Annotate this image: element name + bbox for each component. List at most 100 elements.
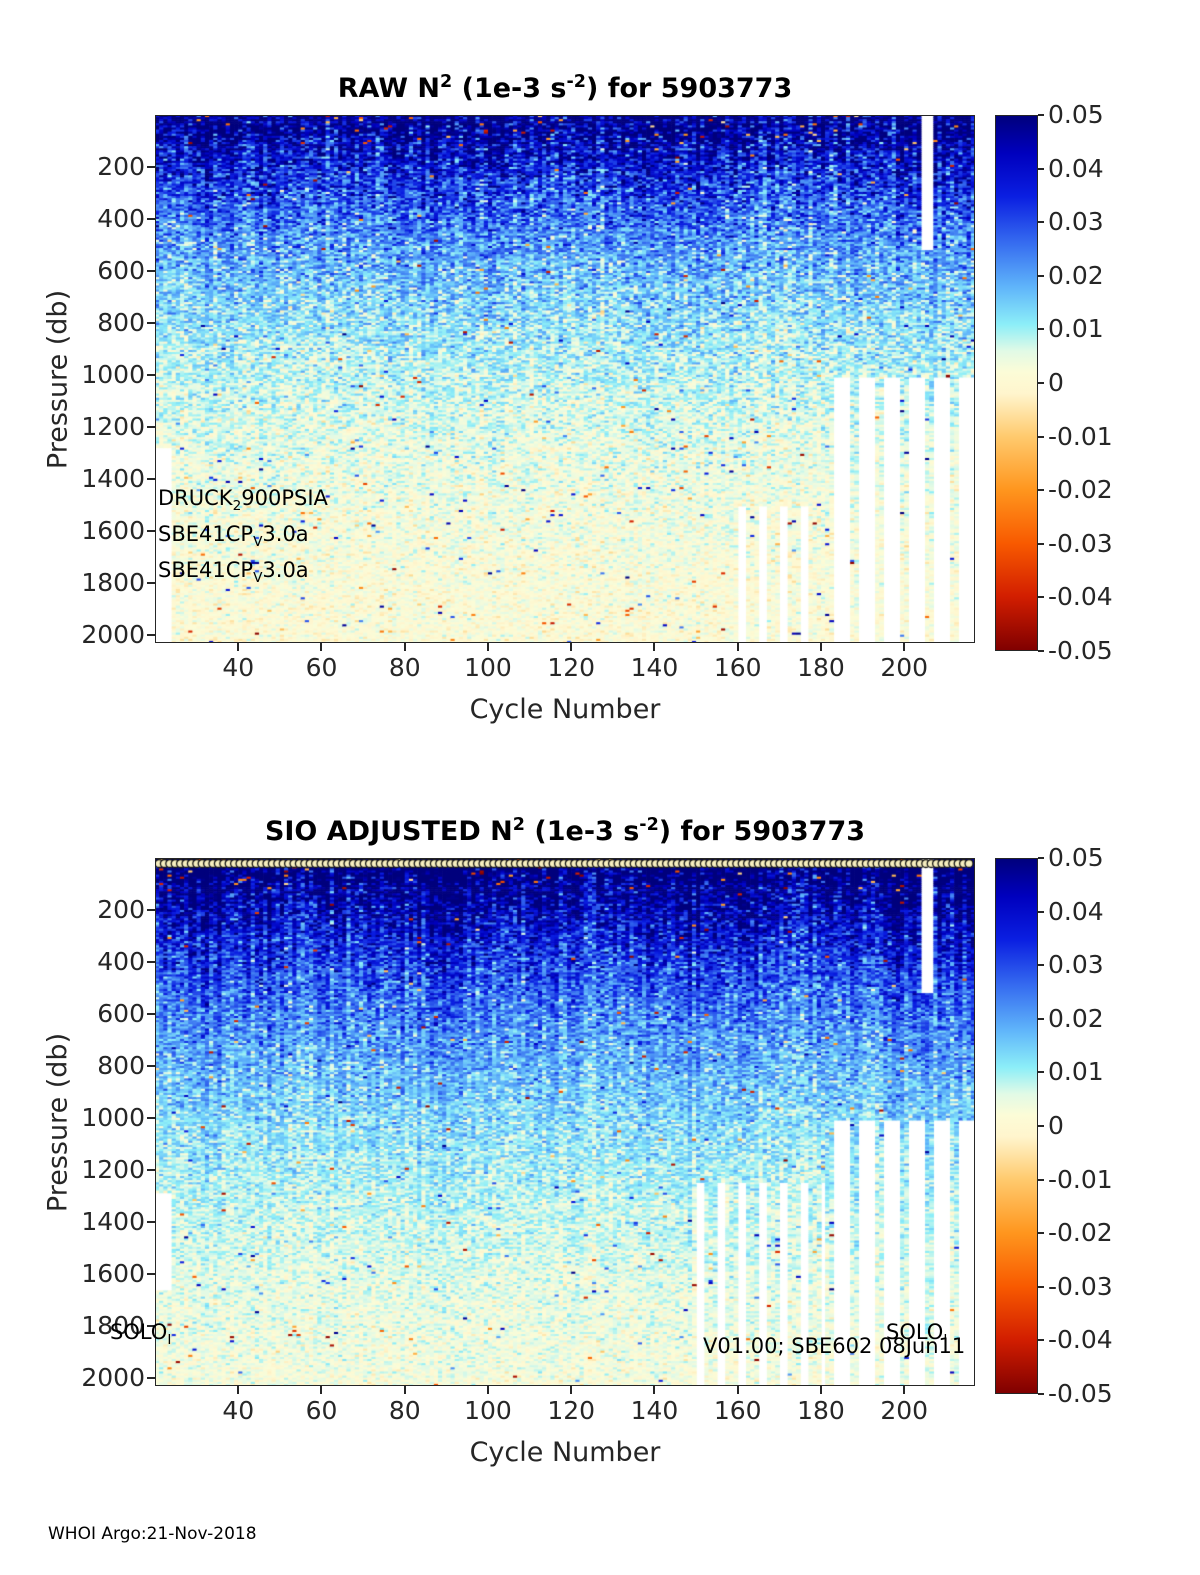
colorbar-tick-mark [1038, 1017, 1044, 1020]
x-tick-label: 40 [222, 653, 255, 682]
x-tick-mark [486, 643, 489, 651]
x-tick-mark [486, 1386, 489, 1394]
y-tick-mark [147, 374, 155, 377]
y-tick-label: 200 [97, 895, 145, 925]
y-tick-label: 1000 [81, 360, 145, 390]
x-tick-mark [903, 1386, 906, 1394]
colorbar-tick-label: 0 [1048, 368, 1064, 397]
colorbar-tick-mark [1038, 964, 1044, 967]
y-tick-mark [147, 634, 155, 637]
colorbar-tick-label: -0.03 [1048, 528, 1113, 558]
x-tick-mark [819, 1386, 822, 1394]
colorbar-tick-label: -0.02 [1048, 475, 1113, 505]
y-tick-mark [147, 1325, 155, 1328]
y-tick-label: 1400 [81, 464, 145, 494]
title-part: -2 [566, 72, 586, 92]
x-tick-mark [736, 1386, 739, 1394]
y-tick-mark [147, 1169, 155, 1172]
colorbar-tick-mark [1038, 435, 1044, 438]
colorbar-tick-mark [1038, 489, 1044, 492]
colorbar-tick-label: 0.04 [1048, 153, 1104, 183]
y-tick-label: 400 [97, 947, 145, 977]
y-tick-label: 400 [97, 204, 145, 234]
x-tick-label: 80 [388, 1396, 421, 1425]
title-part: ) for 5903773 [586, 73, 793, 104]
colorbar-tick-label: -0.01 [1048, 421, 1113, 451]
colorbar-tick-label: 0.04 [1048, 896, 1104, 926]
x-tick-label: 120 [547, 653, 596, 682]
colorbar-tick-mark [1038, 650, 1044, 652]
title-part: RAW N [337, 73, 440, 104]
title-part: ) for 5903773 [658, 816, 866, 847]
colorbar-tick-label: -0.01 [1048, 1164, 1113, 1194]
y-tick-mark [147, 1273, 155, 1276]
y-tick-label: 2000 [81, 620, 145, 650]
x-tick-mark [653, 1386, 656, 1394]
x-tick-label: 200 [880, 653, 929, 682]
y-tick-mark [147, 322, 155, 325]
colorbar-tick-label: 0.01 [1048, 1057, 1104, 1087]
x-tick-label: 140 [630, 653, 679, 682]
x-tick-label: 180 [797, 653, 845, 682]
y-tick-label: 600 [97, 999, 145, 1029]
annotation-subscript: V [253, 534, 263, 551]
colorbar-tick-mark [1038, 382, 1044, 384]
colorbar-tick-mark [1038, 542, 1044, 545]
x-tick-label: 160 [713, 653, 762, 682]
plot-annotation: SBE41CPV3.0a [158, 522, 309, 551]
colorbar-tick-label: -0.05 [1048, 636, 1113, 665]
y-tick-label: 1600 [81, 516, 145, 546]
y-tick-label: 1600 [81, 1259, 145, 1289]
footer-date-stamp: WHOI Argo:21-Nov-2018 [48, 1524, 257, 1544]
plot-annotation: DRUCK2900PSIA [158, 486, 328, 515]
colorbar-tick-mark [1038, 167, 1044, 170]
x-tick-mark [237, 643, 240, 651]
colorbar-tick-label: -0.04 [1048, 582, 1113, 612]
x-tick-label: 100 [464, 653, 512, 682]
annotation-subscript: V [253, 570, 263, 587]
y-tick-mark [147, 426, 155, 429]
y-tick-label: 1000 [81, 1103, 145, 1133]
colorbar-tick-mark [1038, 1232, 1044, 1235]
colorbar-tick-mark [1038, 1125, 1044, 1127]
y-tick-mark [147, 1117, 155, 1120]
colorbar-tick-mark [1038, 1178, 1044, 1181]
x-tick-label: 40 [222, 1396, 255, 1425]
x-tick-mark [403, 643, 406, 651]
y-tick-label: 800 [97, 1051, 145, 1081]
x-tick-label: 60 [305, 653, 338, 682]
title-part: (1e-3 s [452, 73, 567, 104]
x-tick-label: 60 [305, 1396, 338, 1425]
raw-x-axis-label: Cycle Number [469, 694, 661, 725]
plot-annotation: SOLOI [110, 1320, 172, 1349]
y-tick-mark [147, 582, 155, 585]
colorbar-tick-label: -0.02 [1048, 1218, 1113, 1248]
x-tick-label: 200 [880, 1396, 929, 1425]
y-tick-mark [147, 530, 155, 533]
colorbar-tick-mark [1038, 1285, 1044, 1288]
annotation-subscript: I [167, 1332, 172, 1349]
title-part: -2 [639, 815, 659, 835]
colorbar-tick-mark [1038, 328, 1044, 331]
x-tick-mark [570, 1386, 573, 1394]
adjusted-heatmap-canvas [155, 858, 975, 1386]
colorbar-tick-label: -0.03 [1048, 1271, 1113, 1301]
annotation-subscript: I [943, 1332, 948, 1349]
y-tick-mark [147, 909, 155, 912]
raw-heatmap-canvas [155, 115, 975, 643]
colorbar-tick-mark [1038, 1393, 1044, 1395]
y-tick-label: 200 [97, 152, 145, 182]
colorbar-tick-label: 0.05 [1048, 843, 1104, 872]
y-tick-label: 2000 [81, 1363, 145, 1393]
x-tick-mark [736, 643, 739, 651]
y-tick-label: 800 [97, 308, 145, 338]
y-tick-mark [147, 166, 155, 169]
colorbar-tick-mark [1038, 910, 1044, 913]
colorbar-tick-mark [1038, 114, 1044, 116]
colorbar-tick-label: 0.01 [1048, 314, 1104, 344]
y-tick-label: 1800 [81, 1311, 145, 1341]
y-tick-mark [147, 961, 155, 964]
y-tick-mark [147, 1377, 155, 1380]
x-tick-label: 180 [797, 1396, 845, 1425]
